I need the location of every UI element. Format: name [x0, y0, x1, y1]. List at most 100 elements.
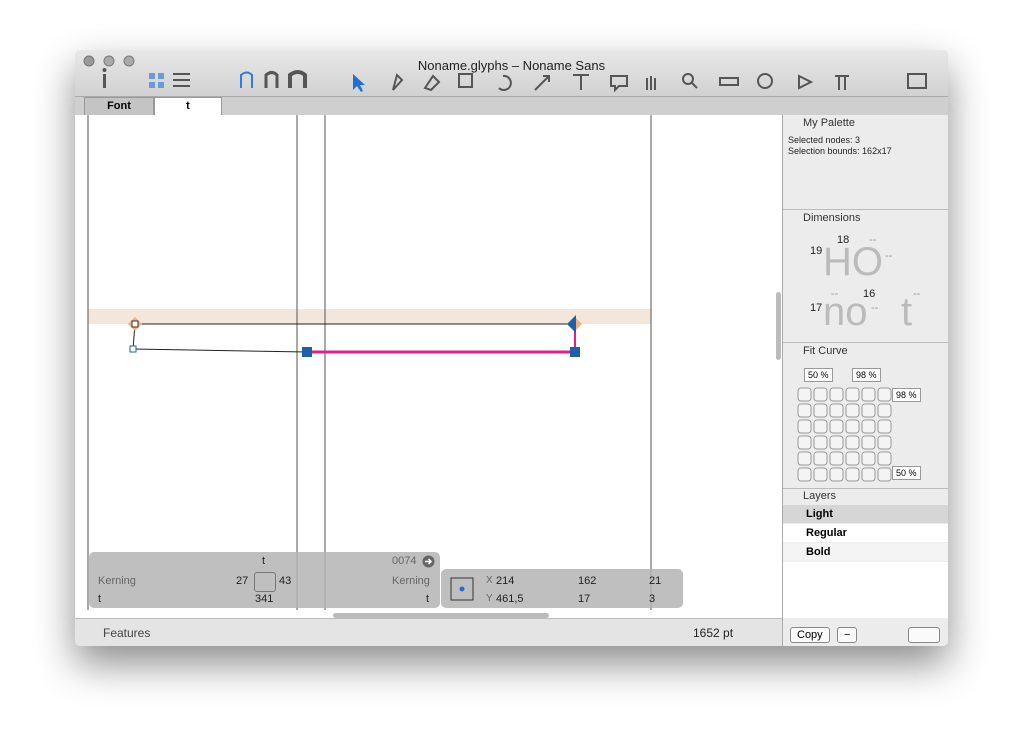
layer[interactable]: Light: [783, 505, 948, 523]
fit-cell[interactable]: [861, 435, 876, 450]
dimension: 16: [863, 288, 876, 300]
fit-field[interactable]: 50 %: [804, 368, 833, 382]
tab-bar: [75, 96, 948, 115]
section-title[interactable]: Dimensions: [803, 212, 861, 224]
fit-cell[interactable]: [861, 467, 876, 482]
footer: [75, 618, 782, 646]
section-title[interactable]: My Palette: [803, 117, 855, 129]
fit-cell[interactable]: [797, 387, 812, 402]
fit-cell[interactable]: [813, 467, 828, 482]
fit-cell[interactable]: [845, 435, 860, 450]
fit-cell[interactable]: [813, 403, 828, 418]
section-title[interactable]: Layers: [803, 490, 837, 502]
features-button[interactable]: Features: [103, 626, 151, 640]
kerning-label: Kerning: [98, 575, 136, 587]
fit-field[interactable]: 98 %: [892, 388, 921, 402]
x-value: 214: [496, 575, 515, 587]
fit-cell[interactable]: [797, 403, 812, 418]
selection-bounds: Selection bounds: 162x17: [788, 146, 892, 156]
fit-cell[interactable]: [797, 419, 812, 434]
dimension: --: [913, 288, 921, 300]
kerning-label: Kerning: [392, 575, 430, 587]
divider: [783, 488, 948, 489]
toolbar-icons: [83, 55, 927, 93]
tab[interactable]: t: [154, 97, 222, 116]
dimension: --: [871, 302, 879, 314]
left-kerning: 27: [236, 575, 249, 587]
fit-cell[interactable]: [861, 419, 876, 434]
glyph-name: t: [262, 555, 266, 567]
sample: t: [901, 290, 913, 334]
left-group: t: [98, 593, 102, 605]
fit-grid[interactable]: [795, 386, 895, 482]
sample: no: [823, 290, 868, 334]
y-value: 461,5: [496, 593, 524, 605]
info-panel: [89, 552, 440, 608]
selection-panel: [441, 569, 683, 608]
fit-cell[interactable]: [829, 435, 844, 450]
fit-cell[interactable]: [829, 387, 844, 402]
glyph-canvas: [87, 115, 652, 618]
fit-cell[interactable]: [813, 387, 828, 402]
fit-cell[interactable]: [845, 403, 860, 418]
section-title[interactable]: Fit Curve: [803, 345, 848, 357]
canvas: [75, 115, 782, 618]
layer-list-empty: [783, 562, 948, 618]
metrics-icon: [254, 572, 276, 592]
count: 21: [649, 575, 662, 587]
selection-height: 17: [578, 593, 591, 605]
fit-cell[interactable]: [877, 387, 892, 402]
right-kerning: 43: [279, 575, 292, 587]
remove-button[interactable]: −: [837, 627, 858, 643]
fit-cell[interactable]: [845, 467, 860, 482]
x-label: X: [486, 575, 493, 586]
fit-cell[interactable]: [829, 451, 844, 466]
dimension: --: [831, 288, 839, 300]
scrollbar[interactable]: [776, 292, 781, 360]
window-title: Noname.glyphs – Noname Sans: [417, 58, 606, 73]
selected-nodes: Selected nodes: 3: [788, 135, 861, 145]
sample: HO: [823, 240, 883, 284]
count: 3: [649, 593, 656, 605]
fit-cell[interactable]: [813, 451, 828, 466]
tab[interactable]: Font: [84, 97, 154, 116]
fit-cell[interactable]: [877, 467, 892, 482]
right-group: t: [426, 593, 430, 605]
fit-cell[interactable]: [845, 451, 860, 466]
zoom: 1652 pt: [693, 626, 734, 640]
fit-cell[interactable]: [845, 387, 860, 402]
fit-cell[interactable]: [877, 451, 892, 466]
fit-field[interactable]: 50 %: [892, 466, 921, 480]
dimension: 17: [810, 302, 823, 314]
arrow-icon[interactable]: [422, 555, 435, 568]
fit-field[interactable]: 98 %: [852, 368, 881, 382]
dimension: --: [885, 250, 893, 262]
fit-cell[interactable]: [829, 467, 844, 482]
copy-button[interactable]: Copy: [790, 627, 830, 643]
fit-cell[interactable]: [877, 403, 892, 418]
fit-cell[interactable]: [877, 435, 892, 450]
fit-cell[interactable]: [861, 403, 876, 418]
origin-icon[interactable]: [448, 575, 476, 603]
fit-cell[interactable]: [797, 467, 812, 482]
selection-width: 162: [578, 575, 597, 587]
divider: [783, 342, 948, 343]
fit-cell[interactable]: [797, 435, 812, 450]
fit-cell[interactable]: [861, 451, 876, 466]
y-label: Y: [486, 593, 493, 604]
fit-cell[interactable]: [813, 419, 828, 434]
dimension: --: [869, 234, 877, 246]
fit-cell[interactable]: [813, 435, 828, 450]
fit-cell[interactable]: [797, 451, 812, 466]
dimension: 18: [837, 234, 850, 246]
action-button[interactable]: [908, 627, 940, 643]
layer[interactable]: Bold: [783, 543, 948, 561]
fit-cell[interactable]: [829, 419, 844, 434]
fit-cell[interactable]: [861, 387, 876, 402]
fit-cell[interactable]: [877, 419, 892, 434]
dimension: 19: [810, 245, 823, 257]
fit-cell[interactable]: [845, 419, 860, 434]
layer[interactable]: Regular: [783, 524, 948, 542]
fit-cell[interactable]: [829, 403, 844, 418]
